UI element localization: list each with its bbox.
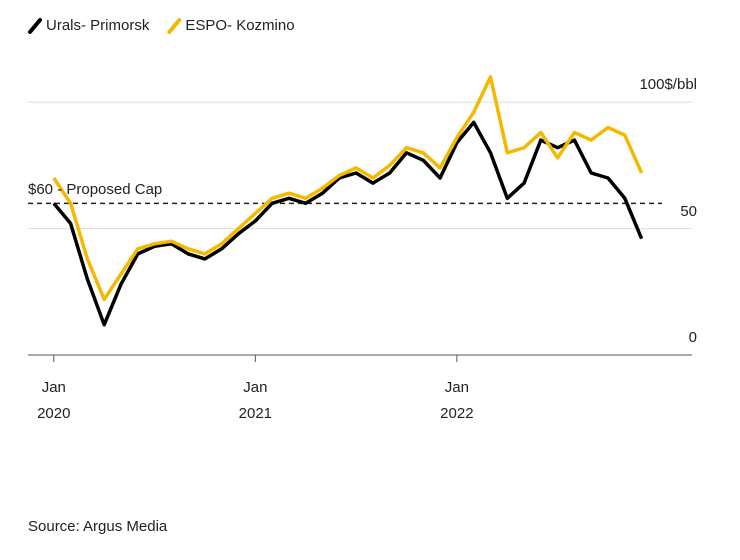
- series-line: [52, 75, 644, 302]
- x-tick-label: Jan 2020: [37, 379, 71, 422]
- x-tick-label: Jan 2021: [238, 379, 273, 422]
- y-tick-label: 100$/bbl: [639, 76, 697, 94]
- legend-swatch: [28, 18, 42, 34]
- legend-label: ESPO- Kozmino: [185, 17, 295, 34]
- x-tick-label: Jan 2022: [440, 379, 474, 422]
- reference-label: $60 - Proposed Cap: [28, 181, 163, 199]
- source: Source: Argus Media: [28, 518, 168, 535]
- y-tick-label: 0: [688, 329, 697, 346]
- legend-label: Urals- Primorsk: [46, 17, 150, 34]
- legend-swatch: [167, 18, 182, 34]
- y-tick-label: 50: [680, 202, 697, 220]
- series-line: [52, 120, 644, 327]
